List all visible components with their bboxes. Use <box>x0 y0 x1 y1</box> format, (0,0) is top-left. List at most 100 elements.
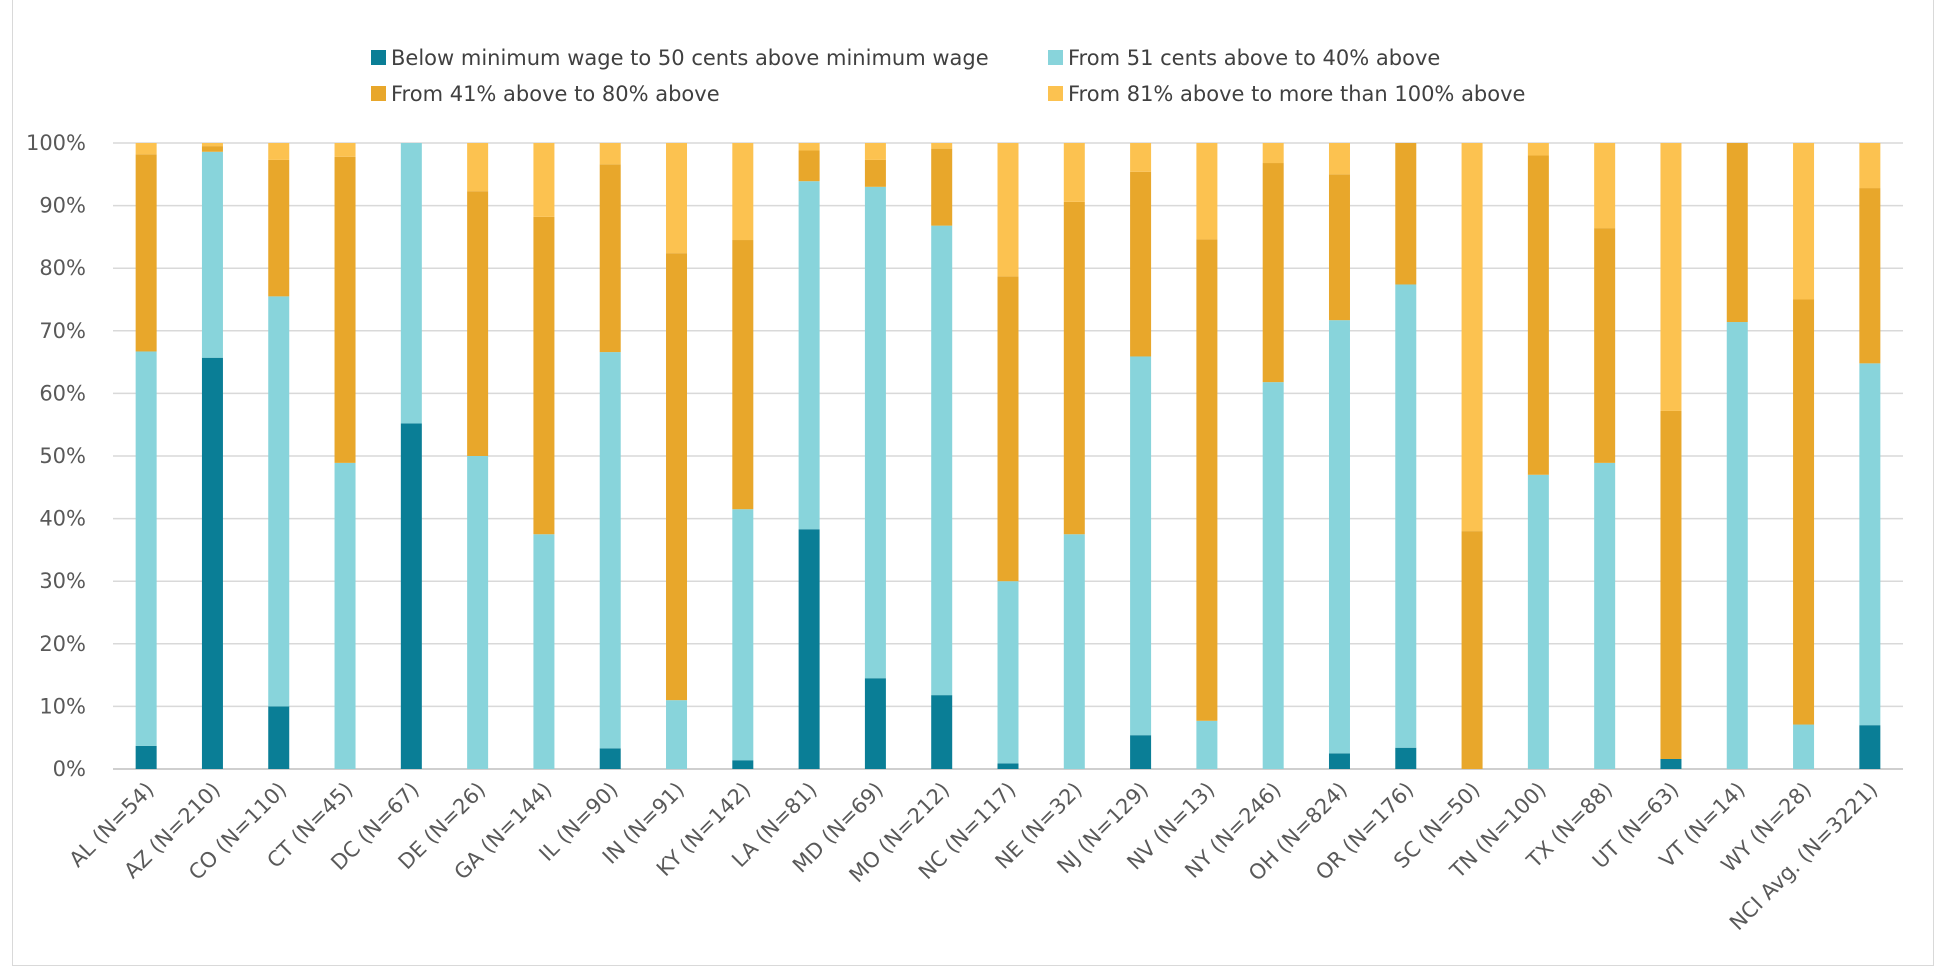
bar-segment-series-1 <box>201 357 223 769</box>
bar-segment-series-2 <box>400 143 422 424</box>
bar-segment-series-1 <box>997 763 1019 769</box>
bar-segment-series-4 <box>997 143 1019 277</box>
y-tick-label: 80% <box>39 256 86 280</box>
y-tick-label: 30% <box>39 569 86 593</box>
legend-swatch <box>1048 50 1063 65</box>
y-tick-label: 0% <box>53 757 86 781</box>
bar-segment-series-1 <box>1660 758 1682 769</box>
bar-segment-series-4 <box>732 143 754 241</box>
y-tick-label: 20% <box>39 632 86 656</box>
bar-segment-series-2 <box>1395 284 1417 748</box>
bar-segment-series-2 <box>798 181 820 530</box>
bar-segment-series-4 <box>864 143 886 160</box>
bar-segment-series-3 <box>864 159 886 187</box>
y-axis-ticks: 0% 10% 20% 30% 40% 50% 60% 70% 80% 90% 100% <box>26 131 86 781</box>
bar-segment-series-2 <box>1527 474 1549 769</box>
legend-swatch <box>371 86 386 101</box>
bar-segment-series-3 <box>798 150 820 182</box>
bar-segment-series-2 <box>201 151 223 358</box>
bar-segment-series-2 <box>997 581 1019 764</box>
bar-segment-series-1 <box>864 678 886 769</box>
legend-label: From 41% above to 80% above <box>391 82 720 106</box>
y-tick-label: 10% <box>39 694 86 718</box>
bar-segment-series-3 <box>1461 531 1483 769</box>
bar-segment-series-1 <box>1395 747 1417 769</box>
bar-segment-series-3 <box>997 276 1019 582</box>
bar-segment-series-4 <box>1594 143 1616 229</box>
bar-segment-series-2 <box>268 296 290 707</box>
bar-segment-series-1 <box>135 745 157 769</box>
bar-segment-series-4 <box>666 143 688 254</box>
bar-segment-series-3 <box>1859 188 1881 364</box>
bar-segment-series-1 <box>732 760 754 769</box>
bar-segment-series-3 <box>1527 155 1549 475</box>
bar-segment-series-3 <box>1063 201 1085 535</box>
bar-segment-series-3 <box>1726 143 1748 323</box>
y-tick-label: 70% <box>39 319 86 343</box>
bar-segment-series-4 <box>1063 143 1085 202</box>
bar-segment-series-3 <box>268 159 290 297</box>
bar-segment-series-2 <box>1328 320 1350 754</box>
bar-segment-series-4 <box>1660 143 1682 411</box>
bar-segment-series-3 <box>467 191 489 456</box>
bar-segment-series-2 <box>1130 356 1152 736</box>
bar-segment-series-1 <box>931 695 953 769</box>
bar-segment-series-3 <box>1793 299 1815 725</box>
bar-segment-series-1 <box>798 529 820 769</box>
bar-segment-series-4 <box>599 143 621 165</box>
legend: Below minimum wage to 50 cents above min… <box>371 46 1525 106</box>
bar-segment-series-4 <box>1859 143 1881 189</box>
bar-segment-series-3 <box>1594 228 1616 463</box>
bar-segment-series-4 <box>931 143 953 149</box>
bar-segment-series-2 <box>1859 363 1881 726</box>
bar-segment-series-3 <box>533 216 555 535</box>
bar-segment-series-3 <box>334 156 356 463</box>
bar-segment-series-4 <box>201 143 223 147</box>
bar-segment-series-2 <box>1262 382 1284 769</box>
bar-segment-series-2 <box>135 351 157 746</box>
bar-segment-series-1 <box>400 423 422 769</box>
bar-segment-series-4 <box>798 143 820 151</box>
chart-frame <box>12 0 1934 966</box>
x-axis-ticks: AL (N=54)AZ (N=210)CO (N=110)CT (N=45)DC… <box>65 778 1883 935</box>
bar-segment-series-2 <box>467 456 489 769</box>
y-tick-label: 50% <box>39 444 86 468</box>
bar-segment-series-4 <box>334 143 356 157</box>
bar-segment-series-1 <box>599 748 621 769</box>
bar-segment-series-3 <box>931 148 953 226</box>
bar-segment-series-3 <box>1660 410 1682 759</box>
bar-segment-series-3 <box>732 240 754 510</box>
bar-segment-series-2 <box>666 700 688 769</box>
bar-segment-series-4 <box>1262 143 1284 164</box>
bar-segment-series-2 <box>1726 322 1748 769</box>
bar-segment-series-3 <box>666 253 688 701</box>
bar-segment-series-4 <box>1527 143 1549 156</box>
bar-segment-series-2 <box>1594 462 1616 769</box>
bar-segment-series-3 <box>1196 239 1218 721</box>
bar-segment-series-3 <box>1262 163 1284 383</box>
bar-segment-series-1 <box>268 706 290 769</box>
bar-segment-series-4 <box>1793 143 1815 300</box>
y-tick-label: 40% <box>39 507 86 531</box>
bar-segment-series-2 <box>864 186 886 679</box>
bar-segment-series-1 <box>1859 725 1881 769</box>
bar-segment-series-2 <box>1793 724 1815 769</box>
bar-segment-series-2 <box>1196 720 1218 769</box>
bar-segment-series-2 <box>1063 534 1085 769</box>
legend-label: From 51 cents above to 40% above <box>1068 46 1440 70</box>
y-tick-label: 90% <box>39 194 86 218</box>
bar-segment-series-4 <box>268 143 290 160</box>
bar-segment-series-2 <box>599 352 621 749</box>
bar-segment-series-3 <box>599 164 621 353</box>
y-tick-label: 100% <box>26 131 86 155</box>
bar-segment-series-2 <box>732 509 754 761</box>
legend-swatch <box>1048 86 1063 101</box>
bars <box>135 143 1881 769</box>
legend-label: From 81% above to more than 100% above <box>1068 82 1525 106</box>
bar-segment-series-3 <box>1395 143 1417 285</box>
legend-label: Below minimum wage to 50 cents above min… <box>391 46 989 70</box>
legend-swatch <box>371 50 386 65</box>
bar-segment-series-4 <box>1130 143 1152 172</box>
bar-segment-series-3 <box>135 154 157 352</box>
